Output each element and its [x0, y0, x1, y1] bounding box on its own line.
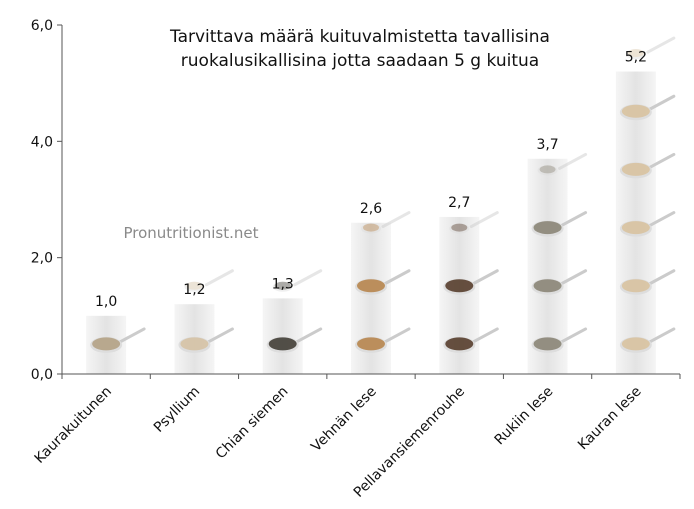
spoon-seeds	[621, 279, 650, 293]
spoon-icon	[355, 327, 411, 353]
spoon-bowl	[625, 49, 646, 60]
spoon-handle	[381, 327, 411, 345]
spoon-icon	[619, 152, 676, 179]
y-tick-label: 6,0	[31, 18, 53, 34]
data-label: 2,6	[360, 201, 382, 217]
spoon-seeds	[621, 337, 650, 351]
spoon-icon	[625, 36, 676, 60]
spoon-bowl	[361, 223, 381, 234]
spoon-seeds	[533, 279, 562, 293]
spoon-handle	[646, 36, 676, 54]
spoon-seeds	[445, 279, 474, 293]
spoon-seeds	[268, 337, 297, 351]
bar	[262, 298, 303, 374]
watermark: Pronutritionist.net	[123, 224, 258, 242]
spoon-seeds	[363, 223, 379, 232]
spoon-icon	[90, 327, 146, 353]
spoon-seeds	[621, 162, 650, 176]
spoon-icon	[619, 327, 676, 353]
spoon-bowl	[449, 223, 470, 234]
chart-title-line-2: ruokalusikallisina jotta saadaan 5 g kui…	[181, 51, 539, 71]
spoon-handle	[646, 94, 676, 112]
data-label: 5,2	[625, 50, 647, 66]
spoon-handle	[293, 327, 323, 345]
spoon-handle	[116, 327, 146, 345]
spoon-seeds	[186, 281, 203, 290]
spoon-icon	[537, 152, 588, 176]
data-label: 2,7	[448, 195, 470, 211]
spoon-icon	[619, 269, 676, 295]
spoon-handle	[293, 269, 323, 287]
spoon-handle	[646, 327, 676, 345]
spoon-icon	[266, 327, 323, 353]
spoon-handle	[558, 327, 588, 345]
spoon-handle	[558, 152, 588, 170]
spoon-icon	[184, 269, 234, 292]
data-label: 1,3	[272, 276, 294, 292]
spoon-icon	[531, 269, 588, 295]
spoon-handle	[469, 269, 499, 287]
data-label: 1,2	[183, 282, 205, 298]
x-tick-label: Vehnän lese	[308, 384, 380, 456]
spoon-seeds	[539, 165, 556, 174]
spoon-icon	[531, 327, 588, 353]
spoon-handle	[381, 269, 411, 287]
spoon-handle	[558, 211, 588, 229]
spoon-handle	[204, 269, 234, 287]
spoon-handle	[469, 327, 499, 345]
spoon-handle	[381, 211, 411, 229]
spoon-icon	[361, 211, 411, 234]
spoon-seeds	[627, 49, 644, 58]
spoon-seeds	[92, 337, 121, 351]
x-tick-label: Kauran lese	[575, 384, 645, 454]
spoon-seeds	[621, 221, 650, 235]
spoon-handle	[558, 269, 588, 287]
spoon-handle	[469, 211, 499, 229]
spoon-icon	[531, 211, 588, 237]
spoon-bowl	[272, 281, 293, 292]
spoon-seeds	[451, 223, 468, 232]
spoon-handle	[204, 327, 234, 345]
spoon-seeds	[274, 281, 291, 290]
x-tick-label: Kaurakuitunen	[32, 384, 115, 467]
spoon-icon	[355, 269, 411, 295]
spoon-seeds	[533, 221, 562, 235]
spoon-handle	[646, 211, 676, 229]
y-tick-label: 2,0	[31, 251, 53, 267]
y-tick-label: 4,0	[31, 134, 53, 150]
spoon-icon	[619, 94, 676, 121]
spoon-seeds	[621, 104, 650, 118]
spoon-seeds	[357, 337, 385, 351]
spoon-seeds	[445, 337, 474, 351]
spoon-handle	[646, 152, 676, 170]
spoon-icon	[449, 211, 499, 234]
chart-title-line-1: Tarvittava määrä kuituvalmistetta tavall…	[169, 27, 550, 47]
chart-marks: 0,0 2,0 4,0 6,0 1,0 Kaurakuitunen 1,2 Psyllium 1…	[31, 18, 681, 501]
spoon-bowl	[184, 281, 205, 292]
spoon-seeds	[533, 337, 562, 351]
spoon-icon	[443, 327, 499, 353]
x-tick-label: Rukiin lese	[492, 384, 557, 449]
spoon-bowl	[537, 165, 558, 176]
spoon-seeds	[180, 337, 209, 351]
spoon-icon	[619, 211, 676, 237]
x-tick-label: Psyllium	[151, 384, 203, 436]
spoon-handle	[646, 269, 676, 287]
spoon-icon	[178, 327, 234, 353]
spoon-icon	[443, 269, 499, 295]
spoon-icon	[272, 269, 323, 292]
data-label: 3,7	[536, 137, 558, 153]
data-label: 1,0	[95, 294, 117, 310]
spoon-seeds	[357, 279, 385, 293]
y-tick-label: 0,0	[31, 367, 53, 383]
x-tick-label: Chian siemen	[213, 384, 292, 463]
